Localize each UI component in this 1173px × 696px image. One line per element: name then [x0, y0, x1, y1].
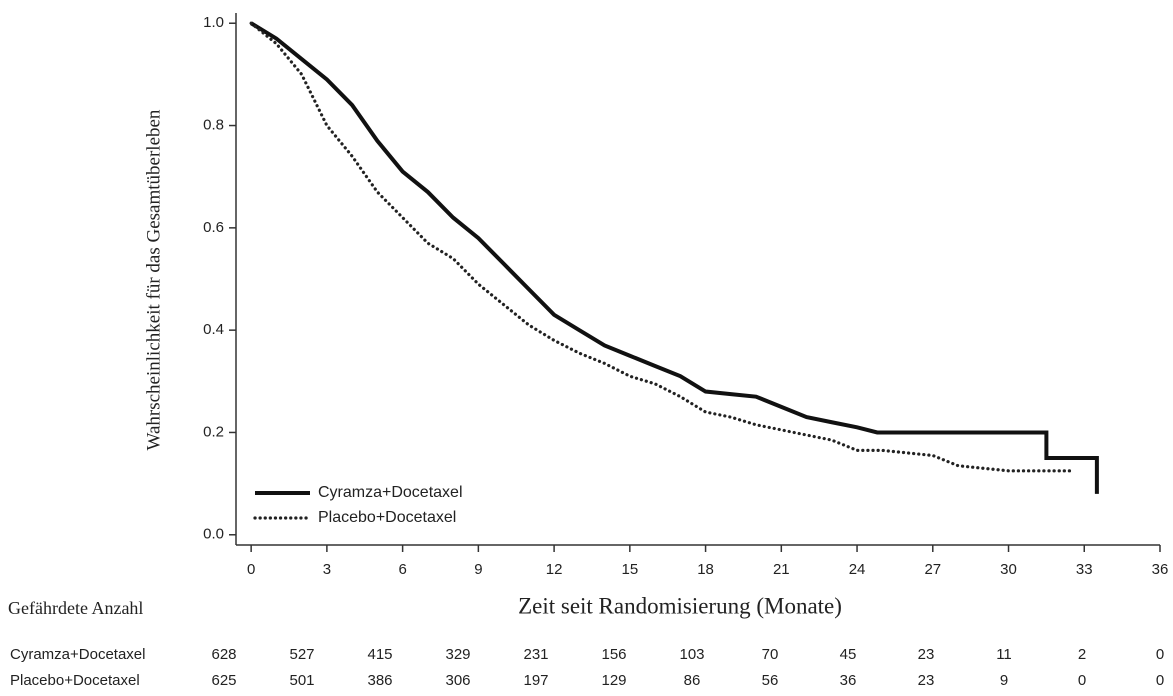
risk-count: 36 [840, 672, 857, 689]
x-tick-label: 36 [1152, 561, 1169, 578]
risk-count: 527 [289, 646, 314, 663]
risk-count: 86 [684, 672, 701, 689]
risk-count: 197 [523, 672, 548, 689]
risk-count: 501 [289, 672, 314, 689]
risk-count: 0 [1156, 646, 1164, 663]
risk-row-label: Placebo+Docetaxel [10, 672, 140, 689]
risk-count: 415 [367, 646, 392, 663]
x-tick-label: 9 [474, 561, 482, 578]
risk-count: 9 [1000, 672, 1008, 689]
y-tick-label: 0.6 [203, 219, 224, 236]
x-tick-label: 21 [773, 561, 790, 578]
survival-curve [249, 21, 1074, 473]
risk-count: 0 [1156, 672, 1164, 689]
x-tick-label: 6 [398, 561, 406, 578]
risk-count: 306 [445, 672, 470, 689]
risk-row-label: Cyramza+Docetaxel [10, 646, 145, 663]
legend-label: Cyramza+Docetaxel [318, 484, 463, 501]
x-tick-label: 12 [546, 561, 563, 578]
y-tick-label: 0.0 [203, 526, 224, 543]
risk-count: 386 [367, 672, 392, 689]
y-tick-label: 0.2 [203, 423, 224, 440]
risk-count: 23 [918, 672, 935, 689]
risk-count: 628 [211, 646, 236, 663]
y-tick-label: 0.8 [203, 117, 224, 134]
legend-label: Placebo+Docetaxel [318, 509, 456, 526]
x-tick-label: 24 [849, 561, 866, 578]
y-tick-label: 0.4 [203, 321, 224, 338]
risk-table-title: Gefährdete Anzahl [8, 598, 143, 618]
risk-count: 11 [996, 646, 1012, 663]
survival-curve [250, 21, 1099, 494]
risk-count: 0 [1078, 672, 1086, 689]
x-tick-label: 0 [247, 561, 255, 578]
risk-count: 70 [762, 646, 779, 663]
x-tick-label: 18 [697, 561, 714, 578]
risk-count: 56 [762, 672, 779, 689]
risk-count: 2 [1078, 646, 1086, 663]
y-axis-label: Wahrscheinlichkeit für das Gesamtüberleb… [143, 109, 164, 450]
risk-count: 231 [523, 646, 548, 663]
risk-count: 23 [918, 646, 935, 663]
x-axis-label: Zeit seit Randomisierung (Monate) [518, 593, 842, 618]
risk-count: 45 [840, 646, 857, 663]
x-tick-label: 3 [323, 561, 331, 578]
risk-count: 103 [679, 646, 704, 663]
y-tick-label: 1.0 [203, 14, 224, 31]
risk-count: 625 [211, 672, 236, 689]
x-tick-label: 15 [621, 561, 638, 578]
x-tick-label: 33 [1076, 561, 1093, 578]
x-tick-label: 30 [1000, 561, 1017, 578]
risk-count: 329 [445, 646, 470, 663]
risk-count: 129 [601, 672, 626, 689]
risk-count: 156 [601, 646, 626, 663]
x-tick-label: 27 [924, 561, 941, 578]
